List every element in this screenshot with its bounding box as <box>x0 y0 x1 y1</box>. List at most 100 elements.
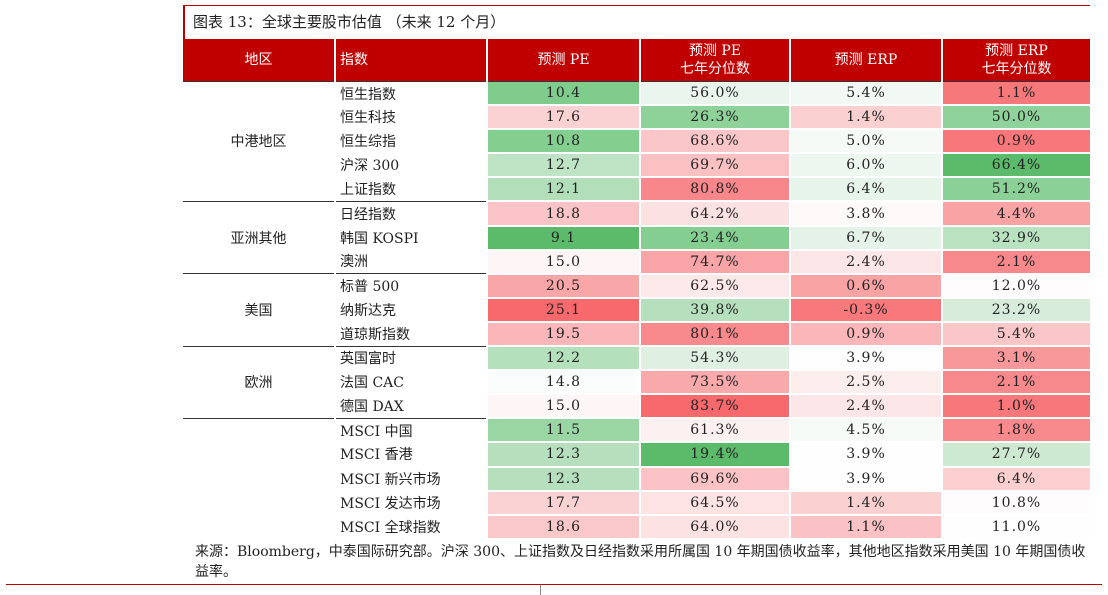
erp-percentile-cell: 1.1% <box>942 81 1090 107</box>
forecast-erp-cell: 1.4% <box>790 490 943 516</box>
forecast-pe-cell: 12.7 <box>487 153 641 179</box>
forecast-erp-cell: 6.7% <box>790 225 943 251</box>
table-row: MSCI 新兴市场 12.3 69.6% 3.9% 6.4% <box>183 466 1090 492</box>
index-name-cell: 上证指数 <box>335 177 488 202</box>
erp-percentile-cell: 1.0% <box>942 394 1090 420</box>
erp-percentile-cell: 1.8% <box>942 417 1090 444</box>
index-name-cell: 纳斯达克 <box>335 297 488 322</box>
pe-percentile-cell: 23.4% <box>640 225 791 251</box>
pe-percentile-cell: 74.7% <box>640 249 791 275</box>
erp-percentile-cell: 66.4% <box>942 153 1090 179</box>
index-name-cell: MSCI 全球指数 <box>335 514 488 539</box>
pe-percentile-cell: 54.3% <box>640 345 791 372</box>
table-row: MSCI 发达市场 17.7 64.5% 1.4% 10.8% <box>183 490 1090 516</box>
forecast-erp-cell: 5.0% <box>790 129 943 155</box>
erp-percentile-cell: 51.2% <box>942 177 1090 203</box>
pe-percentile-cell: 64.0% <box>640 514 791 540</box>
pe-percentile-cell: 19.4% <box>640 442 791 468</box>
forecast-erp-cell: 3.9% <box>790 345 943 372</box>
forecast-erp-cell: 4.5% <box>790 417 943 444</box>
forecast-pe-cell: 15.0 <box>487 394 641 420</box>
page-tick-mark <box>540 585 541 595</box>
index-name-cell: 日经指数 <box>335 200 488 226</box>
bottom-rule <box>6 584 1102 585</box>
region-cell: 美国 <box>183 273 336 347</box>
forecast-erp-cell: 0.9% <box>790 321 943 348</box>
table-row: 亚洲其他 日经指数 18.8 64.2% 3.8% 4.4% <box>183 200 1090 274</box>
forecast-erp-cell: 2.4% <box>790 394 943 420</box>
header-erp-percentile-line2: 七年分位数 <box>981 61 1052 77</box>
pe-percentile-cell: 61.3% <box>640 417 791 444</box>
forecast-erp-cell: 2.5% <box>790 370 943 396</box>
index-name-cell: 标普 500 <box>335 273 488 298</box>
table-row: MSCI 香港 12.3 19.4% 3.9% 27.7% <box>183 442 1090 468</box>
region-cell: 欧洲 <box>183 345 336 419</box>
forecast-pe-cell: 12.1 <box>487 177 641 203</box>
table-row: 道琼斯指数 19.5 80.1% 0.9% 5.4% <box>183 321 1090 348</box>
header-pe-percentile-line1: 预测 PE <box>688 43 742 59</box>
forecast-erp-cell: 5.4% <box>790 81 943 107</box>
index-name-cell: 道琼斯指数 <box>335 321 488 347</box>
forecast-erp-cell: 6.0% <box>790 153 943 179</box>
pe-percentile-cell: 64.2% <box>640 200 791 227</box>
forecast-erp-cell: 2.4% <box>790 249 943 275</box>
erp-percentile-cell: 0.9% <box>942 129 1090 155</box>
index-name-cell: 恒生综指 <box>335 129 488 154</box>
erp-percentile-cell: 2.1% <box>942 370 1090 396</box>
header-pe-percentile-line2: 七年分位数 <box>680 61 750 77</box>
erp-percentile-cell: 10.8% <box>942 490 1090 516</box>
table-row: 欧洲 英国富时 12.2 54.3% 3.9% 3.1% <box>183 345 1090 419</box>
table-row: 纳斯达克 25.1 39.8% -0.3% 23.2% <box>183 297 1090 323</box>
index-name-cell: MSCI 新兴市场 <box>335 466 488 491</box>
erp-percentile-cell: 27.7% <box>942 442 1090 468</box>
pe-percentile-cell: 62.5% <box>640 273 791 299</box>
valuation-table: 地区 指数 预测 PE 预测 PE 七年分位数 预测 ERP 预测 ERP 七年… <box>183 39 1090 540</box>
index-name-cell: MSCI 香港 <box>335 442 488 467</box>
forecast-pe-cell: 18.8 <box>487 200 641 227</box>
erp-percentile-cell: 3.1% <box>942 345 1090 372</box>
forecast-pe-cell: 19.5 <box>487 321 641 348</box>
pe-percentile-cell: 68.6% <box>640 129 791 155</box>
pe-percentile-cell: 39.8% <box>640 297 791 323</box>
erp-percentile-cell: 4.4% <box>942 200 1090 227</box>
pe-percentile-cell: 83.7% <box>640 394 791 420</box>
erp-percentile-cell: 12.0% <box>942 273 1090 299</box>
table-row: 美国 标普 500 20.5 62.5% 0.6% 12.0% <box>183 273 1090 347</box>
table-row: 法国 CAC 14.8 73.5% 2.5% 2.1% <box>183 370 1090 396</box>
erp-percentile-cell: 5.4% <box>942 321 1090 348</box>
header-pe-percentile: 预测 PE 七年分位数 <box>640 39 791 82</box>
table-row: MSCI 中国 11.5 61.3% 4.5% 1.8% <box>183 417 1090 539</box>
table-row: 中港地区 恒生指数 10.4 56.0% 5.4% 1.1% <box>183 81 1090 202</box>
index-name-cell: MSCI 中国 <box>335 417 488 443</box>
forecast-pe-cell: 25.1 <box>487 297 641 323</box>
header-erp-percentile-line1: 预测 ERP <box>985 43 1048 59</box>
forecast-erp-cell: 3.8% <box>790 200 943 227</box>
erp-percentile-cell: 11.0% <box>942 514 1090 540</box>
table-body: 中港地区 恒生指数 10.4 56.0% 5.4% 1.1% 恒生科技 17.6 26.3% 1.… <box>183 81 1090 540</box>
index-name-cell: 法国 CAC <box>335 370 488 395</box>
table-header: 地区 指数 预测 PE 预测 PE 七年分位数 预测 ERP 预测 ERP 七年… <box>183 39 1090 82</box>
chart-title: 图表 13：全球主要股市估值 （未来 12 个月） <box>193 13 506 31</box>
table-row: 澳洲 15.0 74.7% 2.4% 2.1% <box>183 249 1090 275</box>
index-name-cell: MSCI 发达市场 <box>335 490 488 515</box>
erp-percentile-cell: 32.9% <box>942 225 1090 251</box>
header-index: 指数 <box>335 39 488 82</box>
index-name-cell: 恒生指数 <box>335 81 488 106</box>
erp-percentile-cell: 6.4% <box>942 466 1090 492</box>
pe-percentile-cell: 73.5% <box>640 370 791 396</box>
forecast-erp-cell: 1.4% <box>790 105 943 131</box>
pe-percentile-cell: 56.0% <box>640 81 791 107</box>
index-name-cell: 韩国 KOSPI <box>335 225 488 250</box>
index-name-cell: 沪深 300 <box>335 153 488 178</box>
region-cell <box>183 417 336 539</box>
region-cell: 亚洲其他 <box>183 200 336 274</box>
pe-percentile-cell: 69.7% <box>640 153 791 179</box>
forecast-pe-cell: 15.0 <box>487 249 641 275</box>
forecast-pe-cell: 10.8 <box>487 129 641 155</box>
forecast-pe-cell: 10.4 <box>487 81 641 107</box>
forecast-pe-cell: 12.3 <box>487 466 641 492</box>
forecast-pe-cell: 11.5 <box>487 417 641 444</box>
region-cell: 中港地区 <box>183 81 336 202</box>
pe-percentile-cell: 64.5% <box>640 490 791 516</box>
table-row: 德国 DAX 15.0 83.7% 2.4% 1.0% <box>183 394 1090 420</box>
